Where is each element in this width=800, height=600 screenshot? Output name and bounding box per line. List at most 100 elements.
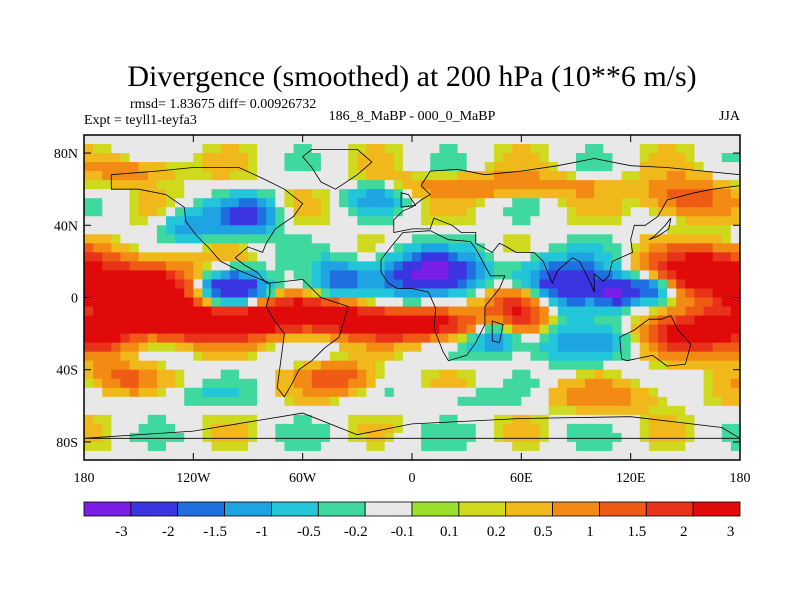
field-cell — [466, 135, 477, 145]
field-cell — [193, 270, 204, 281]
field-cell — [648, 171, 659, 181]
field-cell — [494, 153, 504, 163]
field-cell — [138, 225, 149, 235]
field-cell — [658, 378, 668, 389]
field-cell — [585, 189, 595, 199]
field-cell — [694, 225, 705, 235]
field-cell — [621, 297, 632, 308]
field-cell — [421, 162, 431, 172]
field-cell — [366, 135, 377, 145]
field-cell — [193, 207, 204, 217]
field-cell — [539, 270, 550, 281]
field-cell — [439, 378, 450, 389]
field-cell — [402, 423, 413, 434]
field-cell — [111, 387, 122, 398]
field-cell — [639, 171, 650, 181]
field-cell — [184, 153, 194, 163]
field-cell — [320, 360, 331, 371]
field-cell — [576, 315, 586, 326]
field-cell — [685, 243, 696, 253]
field-cell — [594, 351, 604, 362]
field-cell — [238, 279, 249, 290]
field-cell — [694, 297, 705, 308]
field-cell — [138, 387, 149, 398]
field-cell — [102, 378, 112, 389]
field-cell — [284, 234, 295, 244]
field-cell — [111, 378, 122, 389]
field-cell — [484, 261, 495, 272]
field-cell — [402, 432, 413, 443]
field-cell — [184, 135, 194, 145]
field-cell — [639, 342, 650, 353]
field-cell — [521, 405, 532, 416]
field-cell — [202, 315, 213, 326]
field-cell — [175, 414, 185, 425]
field-cell — [557, 135, 568, 145]
field-cell — [539, 333, 550, 344]
field-cell — [648, 189, 659, 199]
field-cell — [147, 333, 158, 344]
field-cell — [330, 378, 340, 389]
field-cell — [147, 405, 158, 416]
field-cell — [585, 162, 595, 172]
field-cell — [348, 324, 358, 335]
field-cell — [220, 333, 231, 344]
field-cell — [302, 198, 313, 208]
field-cell — [248, 234, 258, 244]
field-cell — [667, 162, 677, 172]
field-cell — [238, 306, 249, 317]
field-cell — [503, 180, 513, 190]
field-cell — [475, 324, 486, 335]
field-cell — [494, 396, 504, 407]
field-cell — [357, 324, 368, 335]
field-cell — [621, 144, 632, 154]
field-cell — [138, 261, 149, 272]
field-cell — [402, 288, 413, 299]
field-cell — [202, 135, 213, 145]
field-cell — [147, 432, 158, 443]
field-cell — [557, 306, 568, 317]
field-cell — [721, 369, 732, 380]
field-cell — [175, 441, 185, 452]
field-cell — [630, 378, 641, 389]
field-cell — [229, 315, 240, 326]
field-cell — [712, 450, 723, 460]
field-cell — [484, 171, 495, 181]
field-cell — [603, 351, 614, 362]
field-cell — [138, 270, 149, 281]
field-cell — [293, 378, 304, 389]
field-cell — [357, 414, 368, 425]
field-cell — [576, 288, 586, 299]
field-cell — [348, 270, 358, 281]
field-cell — [302, 207, 313, 217]
field-cell — [238, 162, 249, 172]
field-cell — [667, 225, 677, 235]
field-cell — [311, 441, 322, 452]
field-cell — [147, 225, 158, 235]
field-cell — [539, 198, 550, 208]
field-cell — [457, 270, 468, 281]
field-cell — [512, 423, 522, 434]
field-cell — [703, 225, 714, 235]
field-cell — [594, 270, 604, 281]
field-cell — [375, 432, 386, 443]
field-cell — [248, 270, 258, 281]
field-cell — [676, 378, 686, 389]
field-cell — [84, 423, 94, 434]
field-cell — [694, 351, 705, 362]
field-cell — [248, 243, 258, 253]
field-cell — [576, 261, 586, 272]
field-cell — [694, 432, 705, 443]
field-cell — [302, 162, 313, 172]
field-cell — [494, 162, 504, 172]
field-cell — [257, 396, 267, 407]
field-cell — [266, 387, 276, 398]
field-cell — [621, 243, 632, 253]
field-cell — [530, 342, 541, 353]
field-cell — [585, 306, 595, 317]
field-cell — [302, 441, 313, 452]
field-cell — [293, 351, 304, 362]
field-cell — [694, 252, 705, 262]
field-cell — [202, 225, 213, 235]
field-cell — [93, 423, 103, 434]
